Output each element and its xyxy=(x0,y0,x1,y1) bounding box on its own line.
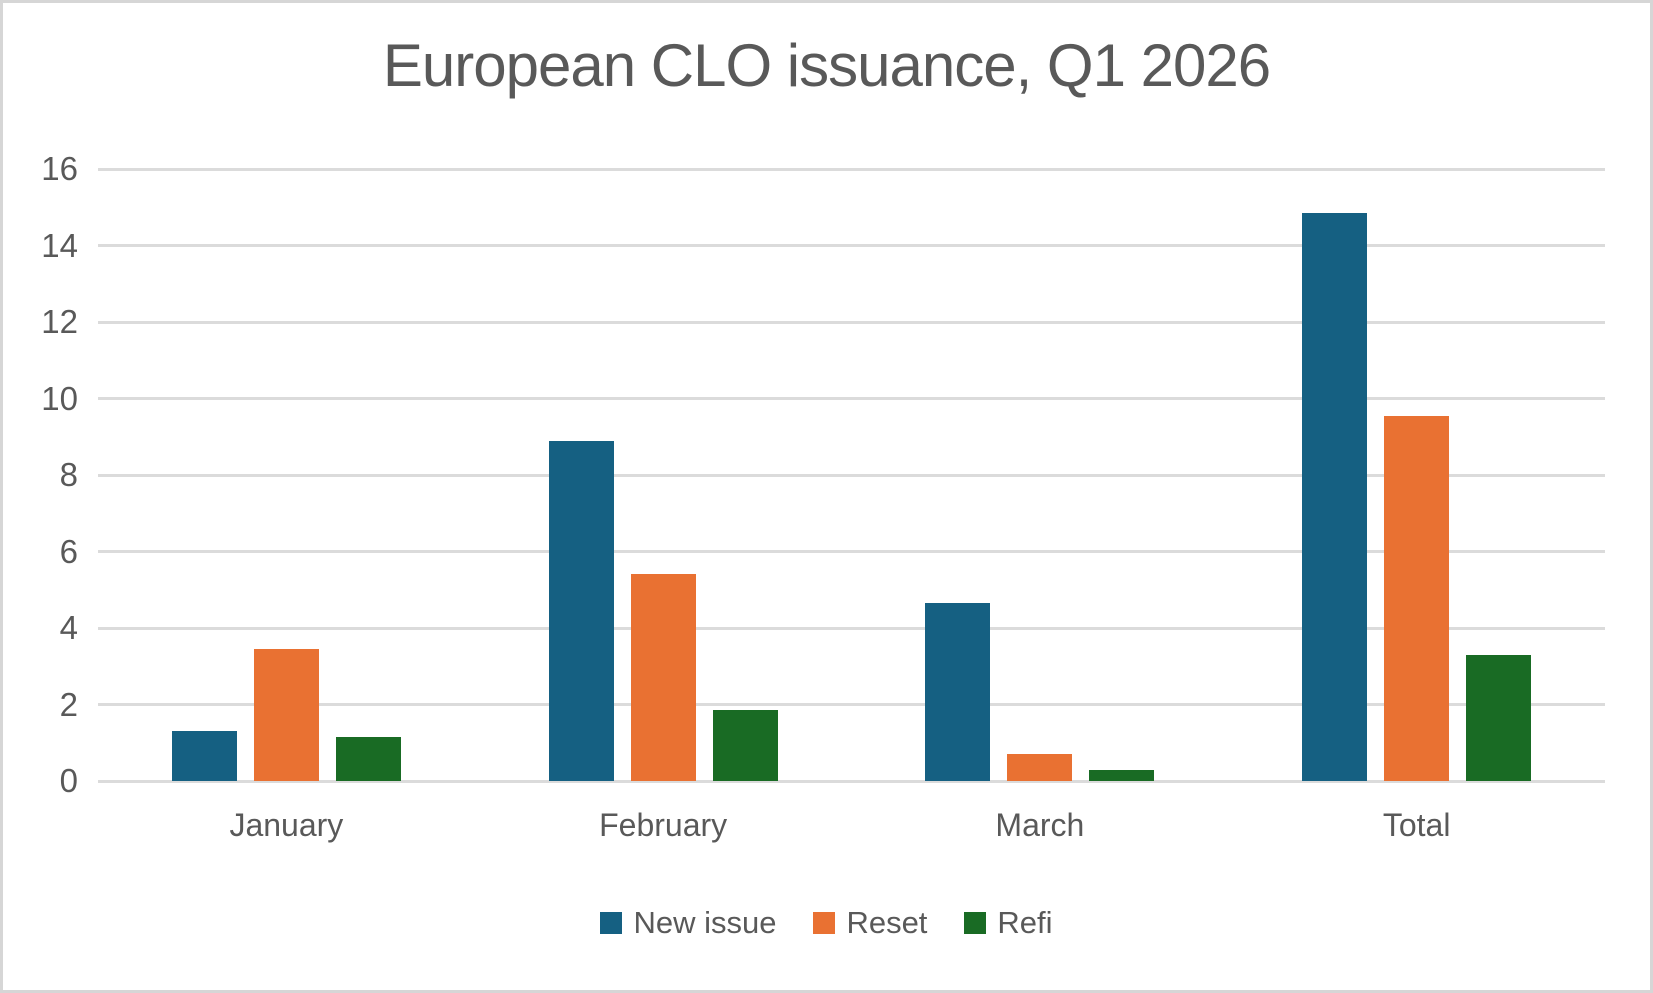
bar-new-issue-february xyxy=(548,440,614,781)
legend-label-refi: Refi xyxy=(997,905,1053,940)
legend-item-refi: Refi xyxy=(964,904,1053,942)
bar-refi-march xyxy=(1089,769,1155,781)
bar-refi-january xyxy=(335,737,401,781)
bar-new-issue-march xyxy=(925,603,991,781)
gridline-6 xyxy=(98,550,1605,553)
bar-group-total xyxy=(1228,169,1605,781)
y-axis-labels: 0 2 4 6 8 10 12 14 16 xyxy=(3,150,78,799)
y-tick-label-0: 0 xyxy=(59,762,78,799)
legend: New issue Reset Refi xyxy=(3,904,1650,942)
x-category-label-january: January xyxy=(229,807,344,843)
bar-reset-february xyxy=(630,574,696,781)
bar-new-issue-total xyxy=(1302,213,1368,781)
y-tick-label-4: 4 xyxy=(59,609,78,646)
bar-group-february xyxy=(475,169,852,781)
y-tick-label-16: 16 xyxy=(41,150,78,187)
y-tick-label-10: 10 xyxy=(41,379,78,417)
bar-group-march xyxy=(852,169,1229,781)
gridline-10 xyxy=(98,397,1605,400)
y-tick-label-12: 12 xyxy=(41,303,78,340)
gridline-4 xyxy=(98,626,1605,630)
y-tick-label-6: 6 xyxy=(59,532,78,570)
bar-reset-total xyxy=(1384,415,1450,781)
plot-area xyxy=(98,169,1605,781)
y-tick-label-8: 8 xyxy=(59,456,78,493)
y-tick-label-2: 2 xyxy=(59,685,78,723)
chart-title: European CLO issuance, Q1 2026 xyxy=(382,32,1271,99)
bar-group-january xyxy=(98,169,475,781)
x-category-label-total: Total xyxy=(1382,807,1451,843)
legend-label-new-issue: New issue xyxy=(633,905,777,940)
gridline-8 xyxy=(98,473,1605,477)
y-tick-label-14: 14 xyxy=(41,226,78,264)
legend-label-reset: Reset xyxy=(846,905,928,940)
legend-swatch-refi xyxy=(964,912,987,934)
gridlines xyxy=(98,167,1605,783)
gridline-14 xyxy=(98,244,1605,247)
plot-wrap xyxy=(98,167,1605,783)
bar-reset-march xyxy=(1007,754,1073,781)
gridline-16 xyxy=(98,167,1605,171)
x-category-label-march: March xyxy=(995,807,1085,843)
x-category-label-february: February xyxy=(599,807,728,843)
gridline-12 xyxy=(98,320,1605,324)
legend-item-new-issue: New issue xyxy=(600,904,776,942)
bar-new-issue-january xyxy=(171,731,237,781)
legend-swatch-new-issue xyxy=(600,912,623,934)
gridline-2 xyxy=(98,703,1605,706)
gridline-0 xyxy=(98,779,1605,783)
legend-item-reset: Reset xyxy=(813,904,927,942)
legend-swatch-reset xyxy=(813,912,836,934)
bar-reset-january xyxy=(253,649,319,781)
bar-refi-february xyxy=(712,710,778,781)
x-axis-labels: January February March Total xyxy=(98,805,1605,845)
bar-refi-total xyxy=(1466,654,1532,781)
